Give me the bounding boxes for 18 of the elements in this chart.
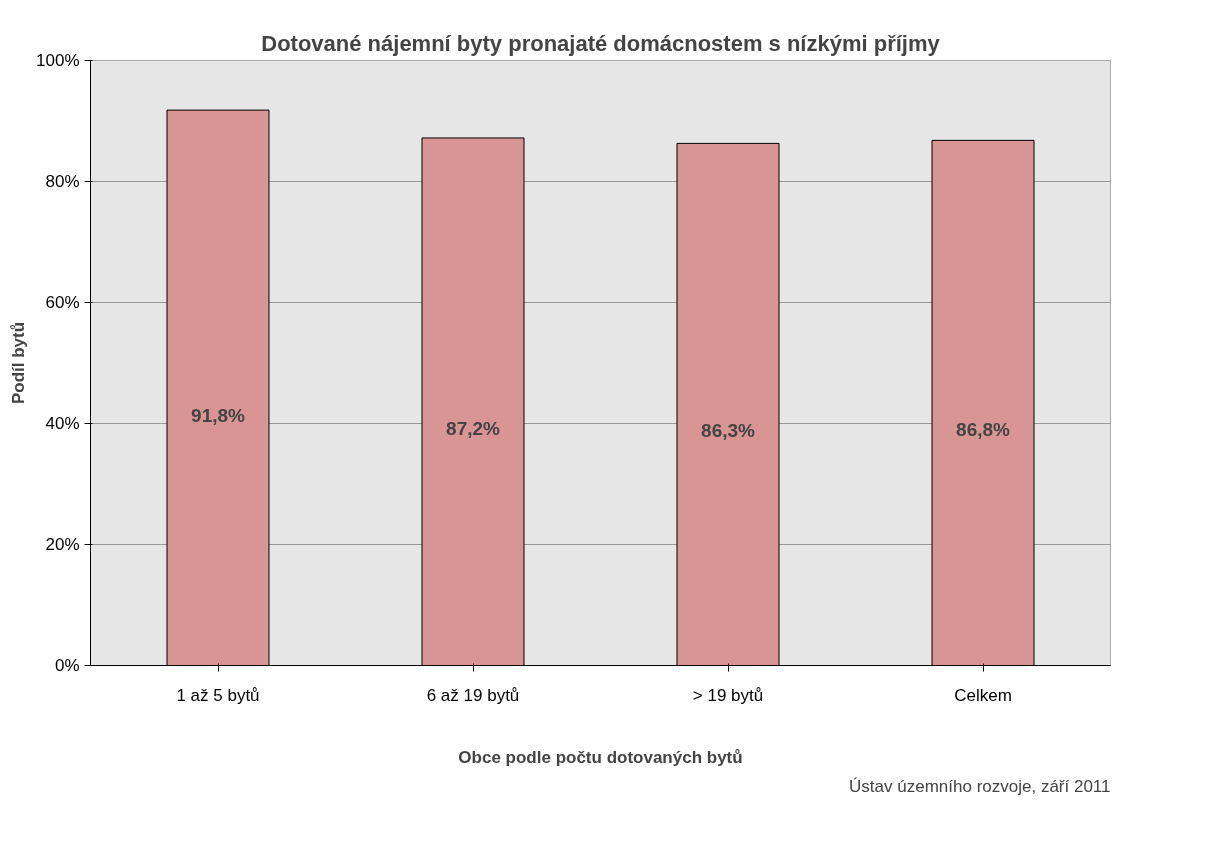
y-axis-title: Podíl bytů: [9, 321, 29, 405]
y-tick-label: 0%: [54, 656, 80, 675]
y-tick-label: 80%: [45, 172, 80, 191]
y-tick-label: 20%: [45, 535, 80, 554]
x-axis-title: Obce podle počtu dotovaných bytů: [458, 747, 743, 767]
text: Ústav územního rozvoje, září 2011: [849, 776, 1111, 796]
x-tick-label: 6 až 19 bytů: [426, 685, 520, 705]
chart-title: Dotované nájemní byty pronajaté domácnostem s nízkými příjmy: [261, 30, 941, 56]
y-tick-label: 40%: [45, 414, 80, 433]
data-label: 86,8%: [956, 418, 1011, 440]
y-tick-label: 60%: [45, 293, 80, 312]
data-label: 91,8%: [191, 405, 246, 427]
data-label: 87,2%: [446, 417, 501, 439]
x-tick-label: Celkem: [954, 685, 1012, 705]
data-label: 86,3%: [701, 420, 756, 442]
x-tick-label: 1 až 5 bytů: [176, 685, 260, 705]
x-tick-label: > 19 bytů: [692, 685, 764, 705]
y-tick-label: 100%: [36, 51, 80, 70]
